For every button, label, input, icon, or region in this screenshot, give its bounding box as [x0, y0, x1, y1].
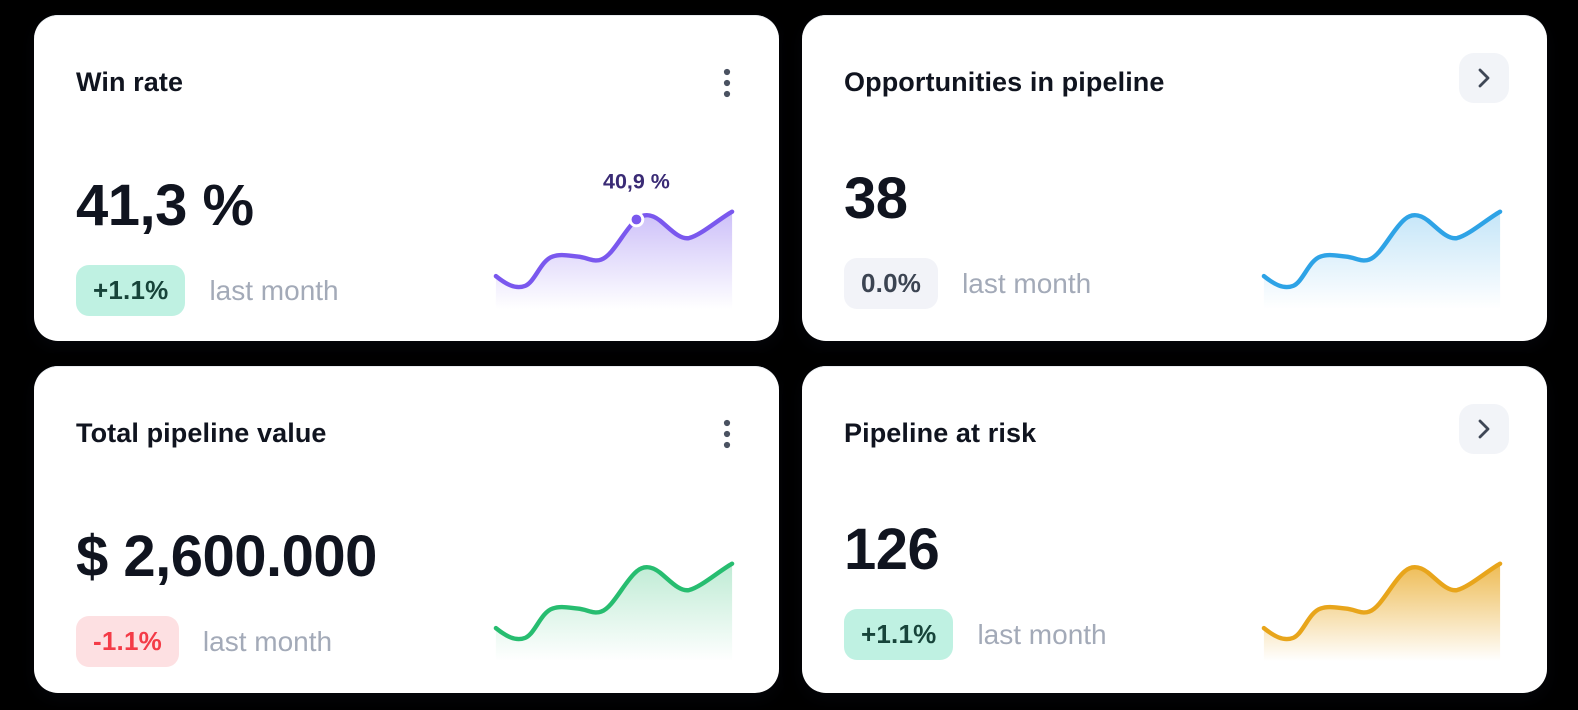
more-options-button[interactable] — [715, 412, 739, 461]
sparkline-line — [493, 209, 735, 290]
sparkline-line — [1261, 561, 1503, 642]
delta-row: -1.1% last month — [76, 616, 735, 667]
delta-badge: 0.0% — [844, 258, 939, 309]
sparkline-area-fill — [495, 563, 733, 662]
tooltip-marker-dot — [628, 211, 645, 228]
sparkline-area-fill — [1263, 563, 1501, 662]
card-header: Pipeline at risk — [844, 404, 1509, 454]
card-header: Win rate — [76, 59, 735, 110]
chevron-right-icon — [1478, 68, 1490, 88]
chevron-right-icon — [1478, 419, 1490, 439]
card-header: Total pipeline value — [76, 410, 735, 461]
sparkline-chart[interactable] — [492, 517, 736, 667]
delta-badge: +1.1% — [844, 609, 954, 660]
delta-row: +1.1% last month — [76, 265, 735, 316]
sparkline-chart[interactable] — [1260, 165, 1504, 315]
tooltip-value: 40,9 % — [603, 169, 670, 193]
sparkline-line — [493, 561, 735, 642]
kebab-menu-icon — [723, 419, 731, 449]
card-pipeline-at-risk: Pipeline at risk 126 +1.1% last month — [802, 366, 1547, 693]
sparkline-area-fill — [1263, 211, 1501, 310]
open-details-button[interactable] — [1459, 404, 1509, 454]
sparkline-area-fill — [495, 211, 733, 310]
card-total-pipeline-value: Total pipeline value $ 2,600.000 -1.1% l… — [34, 366, 779, 693]
delta-badge: -1.1% — [76, 616, 179, 667]
metric-value: $ 2,600.000 — [76, 524, 377, 589]
kebab-menu-icon — [723, 68, 731, 98]
comparison-label: last month — [962, 267, 1092, 299]
delta-badge: +1.1% — [76, 265, 186, 316]
open-details-button[interactable] — [1459, 53, 1509, 103]
more-options-button[interactable] — [715, 61, 739, 110]
metric-value: 126 — [844, 517, 940, 582]
card-title: Total pipeline value — [76, 418, 327, 448]
card-opportunities-in-pipeline: Opportunities in pipeline 38 0.0% last m… — [802, 15, 1547, 341]
comparison-label: last month — [209, 274, 339, 306]
card-title: Win rate — [76, 67, 184, 97]
sparkline-chart[interactable]: 40,9 % — [492, 165, 736, 315]
card-title: Opportunities in pipeline — [844, 67, 1165, 97]
metric-value: 41,3 % — [76, 173, 254, 238]
metric-value: 38 — [844, 166, 908, 231]
card-title: Pipeline at risk — [844, 418, 1037, 448]
comparison-label: last month — [977, 618, 1107, 650]
card-header: Opportunities in pipeline — [844, 53, 1509, 103]
sparkline-chart[interactable] — [1260, 517, 1504, 667]
sparkline-line — [1261, 209, 1503, 290]
delta-row: 0.0% last month — [844, 258, 1503, 309]
delta-row: +1.1% last month — [844, 609, 1503, 660]
card-win-rate: Win rate 41,3 % +1.1% last month — [34, 15, 779, 341]
comparison-label: last month — [202, 625, 333, 657]
